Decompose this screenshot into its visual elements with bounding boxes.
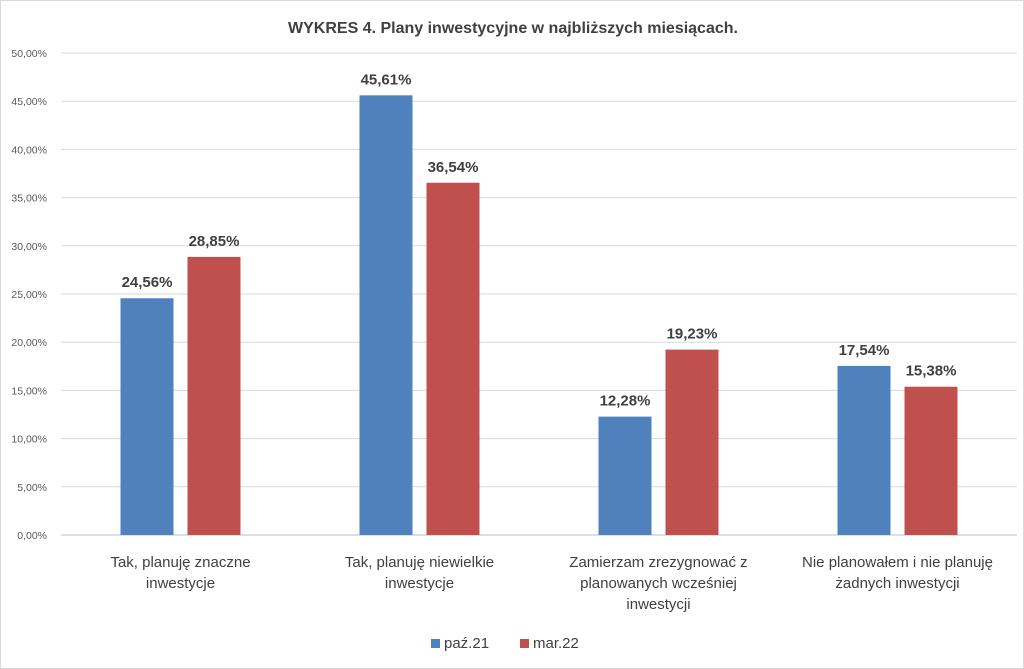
y-tick-label: 50,00% [11, 48, 47, 60]
y-tick-label: 40,00% [11, 144, 47, 156]
category-label: Nie planowałem i nie planuję żadnych inwe… [802, 554, 993, 592]
y-tick-label: 30,00% [11, 241, 47, 253]
y-tick-label: 20,00% [11, 337, 47, 349]
category-label-line: inwestycji [626, 596, 690, 613]
data-label: 12,28% [600, 393, 651, 410]
category-label-line: Tak, planuję niewielkie [345, 554, 494, 571]
data-label: 36,54% [428, 159, 479, 176]
legend-label: paź.21 [444, 635, 489, 652]
data-label: 24,56% [122, 274, 173, 291]
category-label: Zamierzam zrezygnować z planowanych wcześ… [569, 554, 747, 613]
category-label-line: Tak, planuję znaczne [110, 554, 250, 571]
category-label-line: żadnych inwestycji [835, 575, 959, 592]
legend: paź.21 mar.22 [431, 635, 579, 652]
bar-mar22 [665, 349, 719, 535]
bar-paz21 [837, 365, 891, 535]
category-label: Tak, planuję znaczne inwestycje [110, 554, 250, 592]
category-label-line: inwestycje [146, 575, 215, 592]
y-tick-label: 0,00% [17, 530, 47, 542]
category-label-line: Zamierzam zrezygnować z [569, 554, 747, 571]
legend-label: mar.22 [533, 635, 579, 652]
bar-mar22 [426, 182, 480, 535]
y-tick-label: 45,00% [11, 96, 47, 108]
data-label: 28,85% [189, 233, 240, 250]
y-tick-label: 15,00% [11, 385, 47, 397]
bar-mar22 [904, 386, 958, 535]
category-label-line: planowanych wcześniej [580, 575, 737, 592]
bar-paz21 [359, 95, 413, 535]
data-label: 19,23% [667, 326, 718, 343]
bars [120, 95, 958, 535]
legend-swatch [431, 639, 440, 648]
bar-paz21 [598, 416, 652, 535]
data-label: 15,38% [906, 363, 957, 380]
legend-swatch [520, 639, 529, 648]
y-tick-label: 25,00% [11, 289, 47, 301]
category-label: Tak, planuję niewielkie inwestycje [345, 554, 494, 592]
data-label: 17,54% [839, 342, 890, 359]
data-labels: 24,56% 28,85% 45,61% 36,54% 12,28% 19,23% 17,5… [122, 71, 957, 409]
category-label-line: inwestycje [385, 575, 454, 592]
bar-paz21 [120, 298, 174, 535]
category-label-line: Nie planowałem i nie planuję [802, 554, 993, 571]
data-label: 45,61% [361, 71, 412, 88]
chart-title: WYKRES 4. Plany inwestycyjne w najbliższ… [288, 20, 738, 37]
y-tick-label: 10,00% [11, 434, 47, 446]
y-tick-label: 35,00% [11, 193, 47, 205]
y-tick-label: 5,00% [17, 482, 47, 494]
bar-mar22 [187, 256, 241, 535]
y-axis-ticks: 0,00% 5,00% 10,00% 15,00% 20,00% 25,00% 30,00%… [11, 48, 47, 542]
